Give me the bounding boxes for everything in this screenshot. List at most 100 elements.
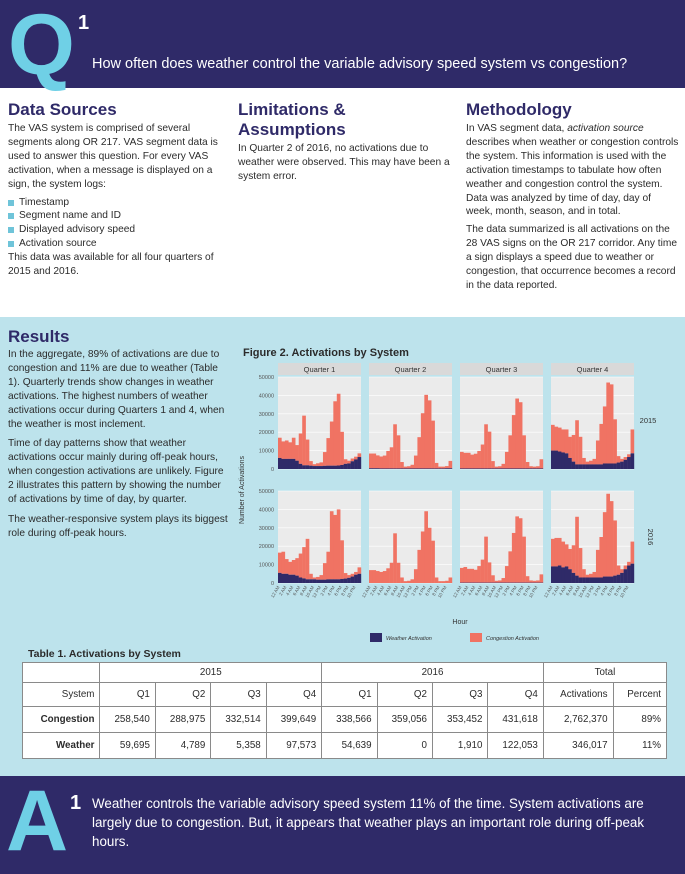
congestion-bar bbox=[305, 439, 310, 466]
weather-bar bbox=[609, 576, 614, 583]
congestion-bar bbox=[354, 571, 358, 575]
facet-strip bbox=[369, 363, 452, 375]
weather-bar bbox=[616, 462, 621, 469]
x-tick-label: 12 PM bbox=[402, 585, 413, 599]
weather-bar bbox=[463, 468, 468, 469]
y-tick-label: 0 bbox=[271, 581, 274, 587]
congestion-bar bbox=[291, 437, 296, 459]
weather-bar bbox=[322, 465, 327, 469]
congestion-bar bbox=[357, 453, 362, 458]
x-tick-label: 2 PM bbox=[592, 585, 602, 597]
x-tick-label: 6 AM bbox=[565, 585, 575, 597]
x-tick-label: 6 AM bbox=[383, 585, 393, 597]
congestion-bar bbox=[613, 419, 617, 464]
y-tick-label: 40000 bbox=[259, 393, 274, 399]
weather-bar bbox=[400, 468, 404, 469]
weather-bar bbox=[354, 574, 358, 583]
congestion-bar bbox=[501, 578, 506, 583]
legend-congestion-swatch bbox=[470, 633, 482, 642]
congestion-bar bbox=[525, 576, 530, 583]
weather-bar bbox=[609, 463, 614, 469]
congestion-bar bbox=[470, 568, 475, 583]
weather-bar bbox=[333, 465, 337, 469]
weather-bar bbox=[532, 468, 537, 469]
congestion-bar bbox=[627, 561, 631, 566]
methodology-section: Methodology In VAS segment data, activat… bbox=[466, 100, 680, 297]
congestion-bar bbox=[582, 569, 586, 578]
weather-bar bbox=[568, 569, 572, 583]
weather-bar bbox=[291, 574, 296, 583]
weather-bar bbox=[343, 578, 348, 583]
congestion-bar bbox=[473, 453, 478, 469]
limitations-text: In Quarter 2 of 2016, no activations due… bbox=[238, 143, 450, 182]
weather-bar bbox=[460, 468, 464, 469]
congestion-bar bbox=[473, 569, 478, 583]
weather-bar bbox=[316, 579, 320, 583]
congestion-bar bbox=[410, 579, 415, 583]
table-cell: 332,514 bbox=[210, 706, 267, 733]
table-header-quarter: Q2 bbox=[154, 682, 212, 707]
congestion-bar bbox=[424, 394, 428, 469]
congestion-bar bbox=[561, 541, 566, 568]
congestion-bar bbox=[316, 576, 320, 580]
congestion-bar bbox=[613, 520, 617, 576]
weather-bar bbox=[522, 468, 526, 469]
table-cell: 288,975 bbox=[154, 706, 212, 733]
congestion-bar bbox=[616, 565, 621, 575]
facet-column-label: Quarter 3 bbox=[486, 365, 518, 374]
congestion-bar bbox=[477, 566, 481, 583]
weather-bar bbox=[484, 468, 488, 469]
weather-bar bbox=[393, 468, 397, 469]
weather-bar bbox=[288, 458, 293, 469]
legend-congestion-label: Congestion Activation bbox=[486, 636, 539, 642]
weather-bar bbox=[403, 468, 408, 469]
weather-bar bbox=[630, 453, 635, 469]
weather-bar bbox=[340, 464, 344, 469]
congestion-bar bbox=[529, 466, 533, 469]
weather-bar bbox=[305, 579, 310, 583]
y-tick-label: 20000 bbox=[259, 544, 274, 550]
congestion-bar bbox=[623, 457, 628, 460]
congestion-bar bbox=[539, 574, 544, 583]
weather-bar bbox=[445, 468, 449, 469]
congestion-bar bbox=[595, 549, 600, 578]
weather-bar bbox=[616, 574, 621, 583]
table-title: Table 1. Activations by System bbox=[28, 648, 181, 660]
table-cell: 54,639 bbox=[321, 732, 378, 759]
x-tick-label: 4 AM bbox=[285, 585, 295, 597]
congestion-bar bbox=[511, 532, 516, 583]
congestion-bar bbox=[403, 581, 408, 583]
congestion-bar bbox=[470, 454, 475, 469]
x-tick-label: 8 AM bbox=[390, 585, 400, 597]
congestion-bar bbox=[501, 463, 506, 469]
congestion-bar bbox=[448, 577, 453, 583]
congestion-bar bbox=[407, 580, 411, 583]
weather-bar bbox=[518, 468, 523, 469]
weather-bar bbox=[389, 468, 394, 469]
x-tick-label: 2 PM bbox=[319, 585, 329, 597]
weather-bar bbox=[336, 465, 341, 469]
x-tick-label: 10 PM bbox=[619, 585, 630, 599]
results-p1: In the aggregate, 89% of activations are… bbox=[8, 349, 225, 430]
congestion-bar bbox=[551, 424, 555, 451]
table-cell: 122,053 bbox=[487, 732, 544, 759]
y-tick-label: 40000 bbox=[259, 507, 274, 513]
weather-bar bbox=[329, 465, 334, 469]
congestion-bar bbox=[319, 575, 324, 580]
weather-bar bbox=[417, 468, 422, 469]
x-tick-label: 4 AM bbox=[558, 585, 568, 597]
x-tick-label: 6 PM bbox=[515, 585, 525, 597]
x-tick-label: 12 PM bbox=[493, 585, 504, 599]
congestion-bar bbox=[536, 580, 540, 583]
x-tick-label: 10 AM bbox=[395, 585, 406, 599]
results-section: Results In the aggregate, 89% of activat… bbox=[8, 327, 232, 547]
facet-column-label: Quarter 2 bbox=[395, 365, 427, 374]
weather-bar bbox=[592, 577, 597, 583]
congestion-bar bbox=[434, 577, 439, 583]
weather-bar bbox=[319, 466, 324, 469]
congestion-bar bbox=[357, 567, 362, 574]
weather-bar bbox=[382, 468, 387, 469]
congestion-bar bbox=[529, 580, 533, 583]
congestion-bar bbox=[302, 547, 306, 579]
x-axis-label: Hour bbox=[452, 619, 468, 626]
